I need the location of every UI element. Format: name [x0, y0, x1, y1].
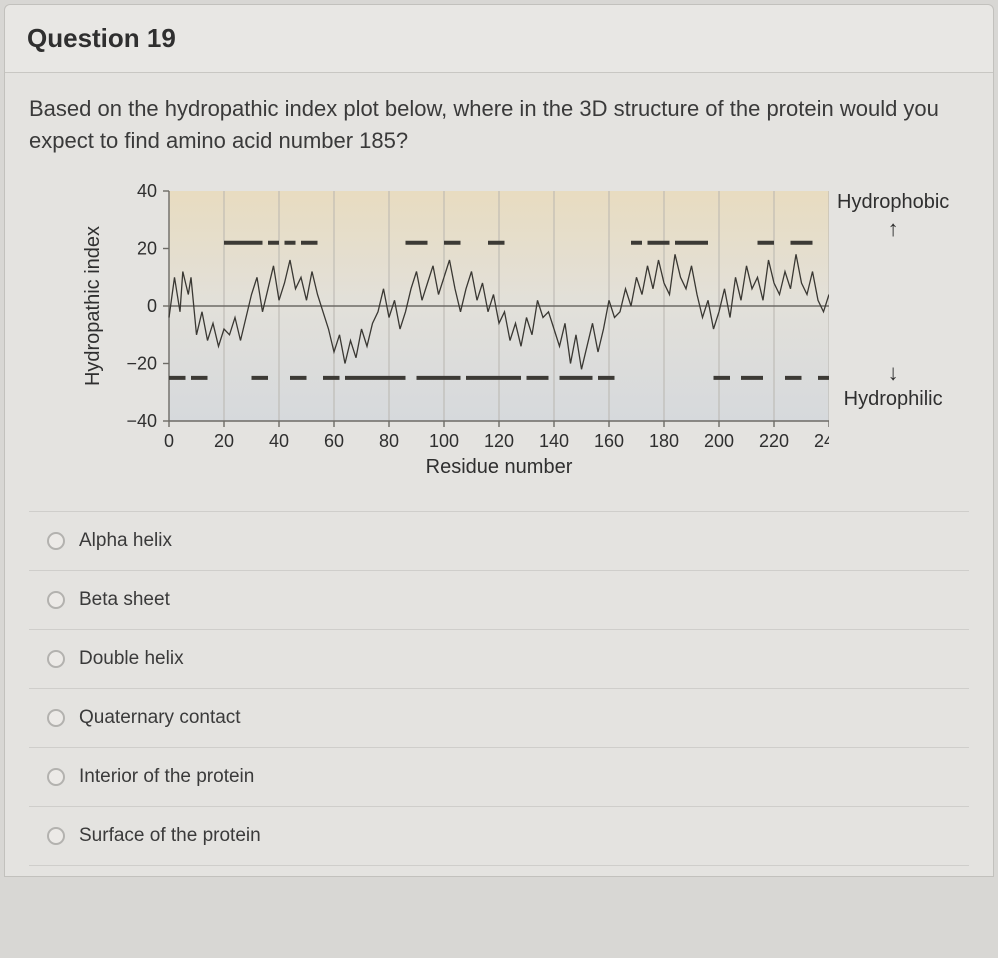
- svg-text:240: 240: [814, 431, 829, 451]
- radio-icon: [47, 532, 65, 550]
- svg-text:20: 20: [137, 238, 157, 258]
- radio-icon: [47, 827, 65, 845]
- option-beta-sheet[interactable]: Beta sheet: [29, 570, 969, 629]
- option-label: Beta sheet: [79, 589, 170, 611]
- hydrophobic-label-group: Hydrophobic ↑: [837, 191, 949, 240]
- chart-container: 40200−20−4002040608010012014016018020022…: [59, 181, 969, 481]
- arrow-down-icon: ↓: [888, 362, 899, 384]
- option-label: Interior of the protein: [79, 766, 254, 788]
- svg-text:Hydropathic index: Hydropathic index: [82, 226, 104, 386]
- option-surface[interactable]: Surface of the protein: [29, 806, 969, 866]
- svg-text:100: 100: [429, 431, 459, 451]
- option-interior[interactable]: Interior of the protein: [29, 747, 969, 806]
- radio-icon: [47, 650, 65, 668]
- answer-options: Alpha helix Beta sheet Double helix Quat…: [29, 511, 969, 866]
- hydropathic-chart: 40200−20−4002040608010012014016018020022…: [59, 181, 829, 481]
- hydrophilic-label: Hydrophilic: [844, 388, 943, 411]
- svg-text:40: 40: [137, 181, 157, 201]
- option-label: Double helix: [79, 648, 184, 670]
- svg-text:140: 140: [539, 431, 569, 451]
- svg-text:180: 180: [649, 431, 679, 451]
- svg-text:−40: −40: [126, 411, 157, 431]
- svg-text:80: 80: [379, 431, 399, 451]
- svg-text:0: 0: [164, 431, 174, 451]
- option-alpha-helix[interactable]: Alpha helix: [29, 511, 969, 570]
- option-label: Surface of the protein: [79, 825, 261, 847]
- chart-side-labels: Hydrophobic ↑ ↓ Hydrophilic: [837, 181, 949, 411]
- option-quaternary-contact[interactable]: Quaternary contact: [29, 688, 969, 747]
- option-label: Quaternary contact: [79, 707, 241, 729]
- svg-text:0: 0: [147, 296, 157, 316]
- radio-icon: [47, 768, 65, 786]
- question-title: Question 19: [27, 23, 971, 54]
- question-card: Question 19 Based on the hydropathic ind…: [4, 4, 994, 877]
- question-body: Based on the hydropathic index plot belo…: [5, 73, 993, 876]
- radio-icon: [47, 591, 65, 609]
- question-header: Question 19: [5, 5, 993, 73]
- svg-text:40: 40: [269, 431, 289, 451]
- svg-text:200: 200: [704, 431, 734, 451]
- question-prompt: Based on the hydropathic index plot belo…: [29, 93, 969, 157]
- svg-text:Residue number: Residue number: [426, 456, 573, 478]
- svg-text:160: 160: [594, 431, 624, 451]
- radio-icon: [47, 709, 65, 727]
- svg-text:−20: −20: [126, 353, 157, 373]
- arrow-up-icon: ↑: [888, 218, 899, 240]
- option-label: Alpha helix: [79, 530, 172, 552]
- svg-text:120: 120: [484, 431, 514, 451]
- hydrophobic-label: Hydrophobic: [837, 191, 949, 214]
- svg-text:220: 220: [759, 431, 789, 451]
- option-double-helix[interactable]: Double helix: [29, 629, 969, 688]
- svg-text:60: 60: [324, 431, 344, 451]
- svg-text:20: 20: [214, 431, 234, 451]
- hydrophilic-label-group: ↓ Hydrophilic: [837, 362, 949, 411]
